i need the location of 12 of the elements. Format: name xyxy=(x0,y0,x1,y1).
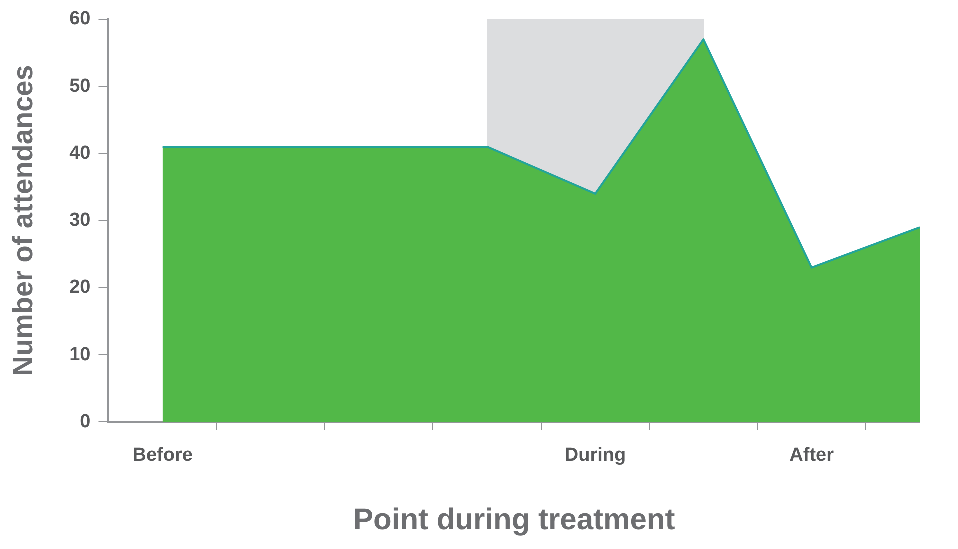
y-tick-label: 10 xyxy=(70,344,91,366)
x-axis-title: Point during treatment xyxy=(354,503,676,536)
y-tick-label: 50 xyxy=(70,76,91,97)
y-tick-label: 40 xyxy=(70,142,91,164)
x-tick-label: Before xyxy=(132,444,193,466)
y-tick-label: 0 xyxy=(80,411,91,432)
y-tick-label: 60 xyxy=(70,8,91,30)
y-axis-title: Number of attendances xyxy=(8,65,39,376)
x-tick-label: During xyxy=(564,444,626,466)
y-tick-label: 30 xyxy=(70,210,91,232)
y-tick-label: 20 xyxy=(70,277,91,298)
x-tick-label: After xyxy=(790,444,835,466)
